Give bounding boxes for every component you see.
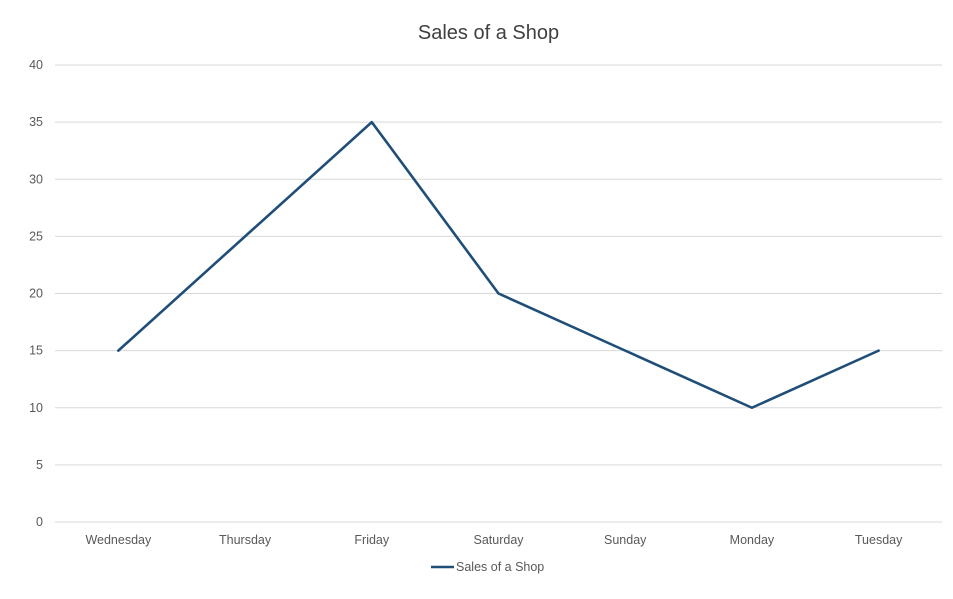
y-tick-label: 20	[29, 287, 43, 301]
x-axis-ticks: Wednesday Thursday Friday Saturday Sunday Mon…	[85, 533, 903, 547]
x-tick-label: Wednesday	[85, 533, 152, 547]
y-tick-label: 0	[36, 515, 43, 529]
y-tick-label: 15	[29, 344, 43, 358]
legend-label: Sales of a Shop	[456, 560, 544, 574]
y-tick-label: 40	[29, 58, 43, 72]
legend: Sales of a Shop	[431, 560, 544, 574]
x-tick-label: Sunday	[604, 533, 647, 547]
y-tick-label: 30	[29, 172, 43, 186]
y-tick-label: 35	[29, 115, 43, 129]
x-tick-label: Tuesday	[855, 533, 903, 547]
chart-title: Sales of a Shop	[417, 22, 560, 44]
y-tick-label: 5	[36, 458, 43, 472]
x-tick-label: Thursday	[219, 533, 272, 547]
x-tick-label: Monday	[730, 533, 775, 547]
y-tick-label: 25	[29, 229, 43, 243]
x-tick-label: Friday	[354, 533, 389, 547]
y-tick-label: 10	[29, 401, 43, 415]
y-axis-ticks: 0 5 10 15 20 25 30 35 40	[29, 58, 43, 529]
series-layer	[117, 120, 880, 410]
x-tick-label: Saturday	[473, 533, 524, 547]
series-line	[117, 120, 880, 410]
